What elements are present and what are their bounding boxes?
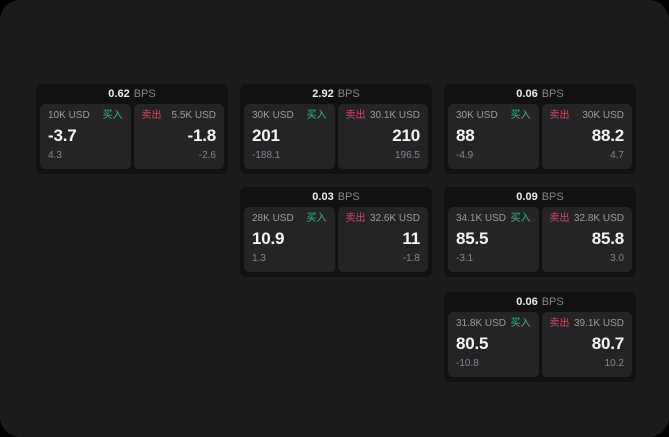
- sell-panel[interactable]: 卖出 32.8K USD 85.8 3.0: [541, 207, 632, 272]
- quote-card-6: 0.06 BPS 31.8K USD 买入 80.5 -10.8 卖出 39.1…: [444, 292, 636, 382]
- bps-unit: BPS: [133, 88, 156, 100]
- buy-delta: -188.1: [252, 150, 281, 161]
- bps-unit: BPS: [541, 191, 564, 203]
- sell-amount: 39.1K USD: [573, 318, 624, 329]
- buy-price: 80.5: [456, 334, 489, 353]
- buy-panel[interactable]: 30K USD 买入 88 -4.9: [448, 104, 539, 169]
- card-header: 0.62 BPS: [36, 84, 228, 104]
- buy-panel[interactable]: 10K USD 买入 -3.7 4.3: [40, 104, 131, 169]
- sell-panel[interactable]: 卖出 30K USD 88.2 4.7: [541, 104, 632, 169]
- bps-unit: BPS: [541, 296, 564, 308]
- sell-panel[interactable]: 卖出 32.6K USD 11 -1.8: [337, 207, 428, 272]
- sell-amount: 30K USD: [582, 110, 624, 121]
- sell-delta: -2.6: [198, 150, 216, 161]
- sell-tag: 卖出: [141, 110, 162, 121]
- sell-price: 210: [392, 126, 420, 145]
- buy-amount: 30K USD: [456, 110, 498, 121]
- buy-delta: -3.1: [456, 253, 474, 264]
- bps-unit: BPS: [541, 88, 564, 100]
- buy-price: 10.9: [252, 229, 285, 248]
- sell-price: 85.8: [591, 229, 624, 248]
- buy-tag: 买入: [510, 318, 531, 329]
- card-header: 0.06 BPS: [444, 84, 636, 104]
- buy-tag: 买入: [306, 110, 327, 121]
- buy-tag: 买入: [102, 110, 123, 121]
- buy-price: 201: [252, 126, 280, 145]
- sell-panel[interactable]: 卖出 39.1K USD 80.7 10.2: [541, 312, 632, 377]
- buy-amount: 30K USD: [252, 110, 294, 121]
- bps-value: 0.06: [516, 88, 538, 100]
- sell-amount: 5.5K USD: [171, 110, 216, 121]
- card-header: 0.09 BPS: [444, 187, 636, 207]
- sell-amount: 32.8K USD: [573, 213, 624, 224]
- buy-tag: 买入: [510, 213, 531, 224]
- sell-delta: 196.5: [394, 150, 420, 161]
- quote-card-4: 0.03 BPS 28K USD 买入 10.9 1.3 卖出 32.6K US…: [240, 187, 432, 277]
- buy-delta: 1.3: [252, 253, 266, 264]
- buy-tag: 买入: [306, 213, 327, 224]
- bps-unit: BPS: [337, 88, 360, 100]
- quote-card-1: 0.62 BPS 10K USD 买入 -3.7 4.3 卖出 5.5K USD…: [36, 84, 228, 174]
- bps-value: 0.03: [312, 191, 334, 203]
- sell-delta: 3.0: [610, 253, 624, 264]
- sell-tag: 卖出: [345, 110, 366, 121]
- buy-amount: 34.1K USD: [456, 213, 507, 224]
- bps-value: 2.92: [312, 88, 334, 100]
- sell-tag: 卖出: [549, 213, 570, 224]
- sell-price: 88.2: [591, 126, 624, 145]
- sell-tag: 卖出: [345, 213, 366, 224]
- buy-price: -3.7: [48, 126, 77, 145]
- buy-amount: 31.8K USD: [456, 318, 507, 329]
- bps-value: 0.09: [516, 191, 538, 203]
- sell-delta: 10.2: [604, 358, 624, 369]
- buy-panel[interactable]: 28K USD 买入 10.9 1.3: [244, 207, 335, 272]
- buy-delta: -10.8: [456, 358, 479, 369]
- bps-value: 0.62: [108, 88, 130, 100]
- sell-delta: -1.8: [402, 253, 420, 264]
- buy-price: 88: [456, 126, 475, 145]
- sell-price: 11: [402, 229, 420, 248]
- quote-card-2: 2.92 BPS 30K USD 买入 201 -188.1 卖出 30.1K …: [240, 84, 432, 174]
- sell-amount: 32.6K USD: [369, 213, 420, 224]
- buy-amount: 10K USD: [48, 110, 90, 121]
- quote-card-3: 0.06 BPS 30K USD 买入 88 -4.9 卖出 30K USD 8…: [444, 84, 636, 174]
- buy-panel[interactable]: 30K USD 买入 201 -188.1: [244, 104, 335, 169]
- buy-delta: 4.3: [48, 150, 62, 161]
- buy-amount: 28K USD: [252, 213, 294, 224]
- sell-panel[interactable]: 卖出 30.1K USD 210 196.5: [337, 104, 428, 169]
- quote-card-5: 0.09 BPS 34.1K USD 买入 85.5 -3.1 卖出 32.8K…: [444, 187, 636, 277]
- sell-delta: 4.7: [610, 150, 624, 161]
- sell-tag: 卖出: [549, 110, 570, 121]
- buy-price: 85.5: [456, 229, 489, 248]
- buy-panel[interactable]: 31.8K USD 买入 80.5 -10.8: [448, 312, 539, 377]
- bps-value: 0.06: [516, 296, 538, 308]
- card-header: 2.92 BPS: [240, 84, 432, 104]
- buy-tag: 买入: [510, 110, 531, 121]
- sell-panel[interactable]: 卖出 5.5K USD -1.8 -2.6: [133, 104, 224, 169]
- card-header: 0.06 BPS: [444, 292, 636, 312]
- sell-tag: 卖出: [549, 318, 570, 329]
- buy-delta: -4.9: [456, 150, 474, 161]
- sell-price: -1.8: [187, 126, 217, 145]
- card-header: 0.03 BPS: [240, 187, 432, 207]
- buy-panel[interactable]: 34.1K USD 买入 85.5 -3.1: [448, 207, 539, 272]
- sell-amount: 30.1K USD: [369, 110, 420, 121]
- sell-price: 80.7: [591, 334, 624, 353]
- bps-unit: BPS: [337, 191, 360, 203]
